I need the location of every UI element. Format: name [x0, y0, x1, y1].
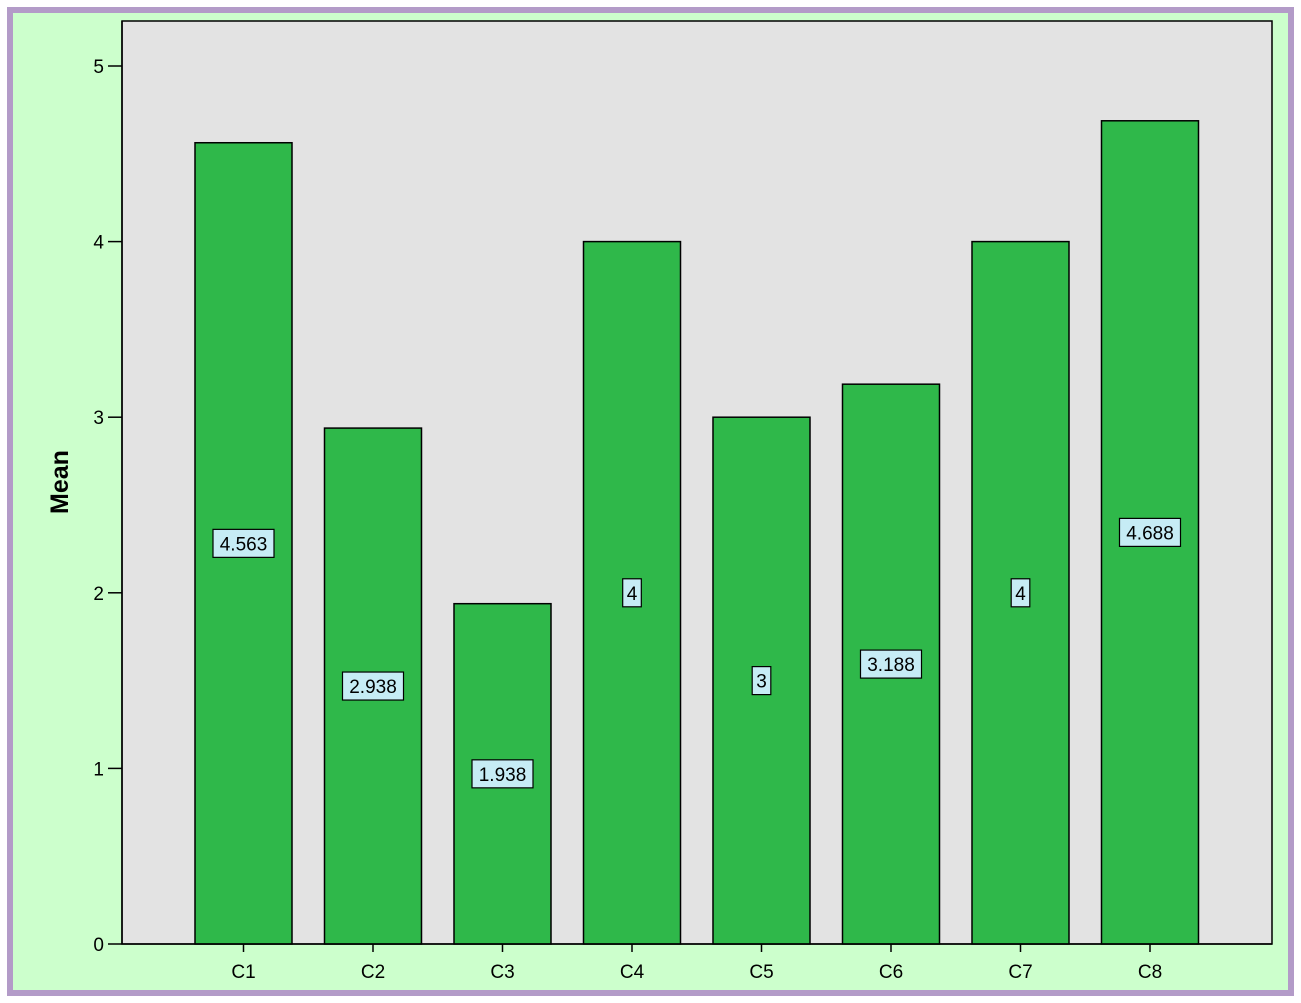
- x-tick-label: C4: [620, 962, 645, 983]
- data-label-text: 1.938: [479, 765, 527, 786]
- data-label-c4: 4: [622, 578, 642, 608]
- data-label-box: [622, 578, 642, 608]
- x-tick-label: C8: [1138, 962, 1162, 983]
- data-label-box: [1010, 578, 1031, 608]
- data-label-c5: 3: [751, 665, 772, 696]
- y-tick-label: 2: [93, 584, 104, 605]
- y-tick-label: 1: [93, 759, 104, 780]
- data-label-c6: 3.188: [859, 649, 923, 679]
- data-label-c7: 4: [1010, 578, 1031, 608]
- data-label-box: [341, 671, 405, 701]
- data-label-text: 4: [1015, 584, 1026, 605]
- x-tick-label: C2: [361, 962, 385, 983]
- x-tick-label: C7: [1008, 962, 1032, 983]
- y-tick-label: 4: [93, 233, 104, 254]
- data-label-box: [471, 759, 534, 789]
- y-axis: 0 1 2 3 4 5: [93, 21, 123, 956]
- data-label-text: 3.188: [867, 655, 915, 676]
- data-label-box: [212, 528, 275, 558]
- data-label-box: [1118, 517, 1182, 547]
- x-tick-label: C3: [490, 962, 514, 983]
- data-label-c8: 4.688: [1118, 517, 1182, 547]
- data-label-text: 4.688: [1126, 523, 1174, 544]
- y-axis-title: Mean: [46, 450, 74, 514]
- data-label-text: 4: [627, 584, 638, 605]
- data-label-c3: 1.938: [471, 759, 534, 789]
- data-label-text: 4.563: [220, 534, 268, 555]
- y-tick-label: 5: [93, 57, 104, 78]
- data-label-box: [751, 665, 772, 696]
- x-tick-label: C5: [749, 962, 773, 983]
- plot-area: [121, 20, 1273, 945]
- data-label-box: [859, 649, 923, 679]
- data-labels-layer: 4.563 2.938 1.938 4 3 3.188 4 4.688: [212, 517, 1182, 789]
- data-label-c2: 2.938: [341, 671, 405, 701]
- data-label-text: 2.938: [349, 677, 397, 698]
- data-label-text: 3: [756, 672, 767, 693]
- y-tick-label: 0: [93, 935, 104, 956]
- data-label-c1: 4.563: [212, 528, 275, 558]
- y-tick-label: 3: [93, 408, 104, 429]
- x-tick-label: C6: [879, 962, 903, 983]
- x-axis: C1 C2 C3 C4 C5 C6 C7 C8: [122, 943, 1272, 983]
- bars-layer: [194, 120, 1200, 945]
- x-tick-label: C1: [231, 962, 255, 983]
